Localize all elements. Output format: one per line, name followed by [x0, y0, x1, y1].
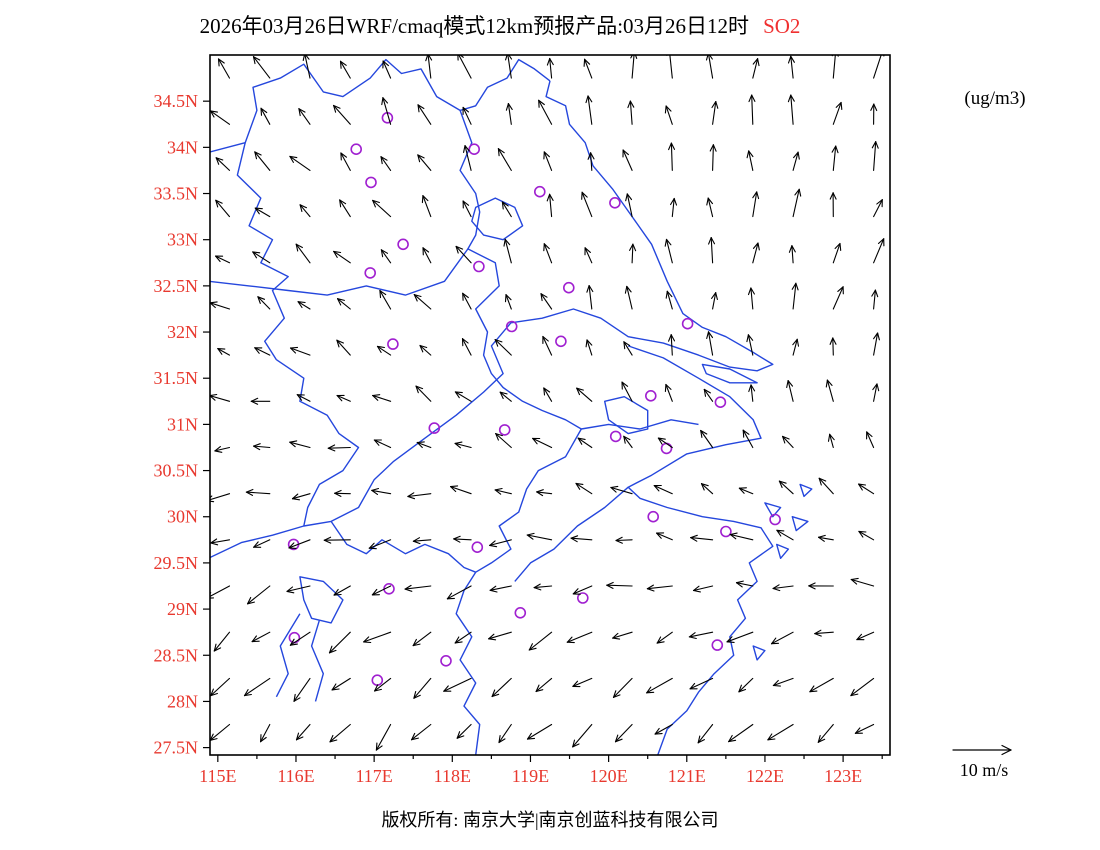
- map-frame: [209, 54, 891, 756]
- station-circle: [471, 541, 484, 554]
- station-circle: [609, 430, 622, 443]
- zhejiang-coast: [627, 345, 774, 755]
- wind-scale-label: 10 m/s: [959, 760, 1009, 780]
- chongming-island: [701, 363, 758, 384]
- y-axis-label: 28N: [167, 691, 198, 711]
- station-circle: [660, 442, 673, 455]
- huai-river: [210, 248, 469, 296]
- zhoushan-island-3: [776, 543, 790, 559]
- y-axis-label: 32N: [167, 322, 198, 342]
- zhoushan-island-4: [799, 483, 813, 498]
- station-circle: [364, 267, 377, 279]
- station-circle: [468, 143, 481, 155]
- jiangxi-river-1: [310, 619, 324, 702]
- poyang-lake: [299, 576, 344, 624]
- x-axis-label: 116E: [277, 766, 314, 786]
- wind-scale-arrow: [952, 744, 1012, 756]
- qiantang-river: [514, 486, 629, 582]
- station-circle: [533, 185, 546, 198]
- station-circle: [397, 238, 409, 251]
- station-circle: [555, 335, 567, 348]
- station-markers: [287, 112, 781, 687]
- shandong-border: [210, 58, 551, 153]
- station-circle: [350, 143, 363, 155]
- station-circle: [714, 396, 727, 409]
- x-axis-label: 119E: [512, 766, 549, 786]
- station-circle: [514, 606, 527, 619]
- x-axis-label: 122E: [746, 766, 784, 786]
- island-taizhou: [752, 645, 766, 661]
- page-title: 2026年03月26日WRF/cmaq模式12km预报产品:03月26日12时 S…: [0, 10, 1000, 40]
- unit-label: (ug/m3): [964, 88, 1026, 109]
- x-axis-label: 118E: [434, 766, 471, 786]
- station-circle: [681, 317, 694, 330]
- y-axis-label: 33.5N: [154, 184, 199, 204]
- jiangxi-river-2: [275, 613, 301, 698]
- henan-anhui-border: [236, 142, 289, 361]
- y-axis-label: 27.5N: [154, 738, 199, 758]
- station-circle: [647, 510, 660, 523]
- x-axis-label: 123E: [824, 766, 862, 786]
- y-axis-label: 34N: [167, 137, 198, 157]
- station-circle: [720, 525, 732, 538]
- station-circle: [644, 389, 657, 402]
- station-circle: [365, 176, 377, 189]
- station-circle: [562, 281, 575, 294]
- x-axis-label: 121E: [668, 766, 706, 786]
- station-circle: [473, 260, 485, 273]
- y-axis-label: 29.5N: [154, 553, 199, 573]
- jiangsu-anhui-border: [459, 110, 582, 430]
- station-circle: [505, 320, 518, 333]
- y-axis-label: 30N: [167, 507, 198, 527]
- anhui-zhejiang-border: [463, 428, 582, 591]
- title-text: 2026年03月26日WRF/cmaq模式12km预报产品:03月26日12时: [199, 14, 750, 38]
- station-circle: [288, 631, 301, 644]
- jiangsu-coast-yangtze: [210, 80, 774, 559]
- station-circle: [440, 654, 452, 667]
- y-axis-label: 28.5N: [154, 645, 199, 665]
- copyright-text: 版权所有: 南京大学|南京创蓝科技有限公司: [381, 810, 719, 830]
- y-axis-label: 32.5N: [154, 276, 199, 296]
- y-axis-label: 30.5N: [154, 461, 199, 481]
- hongze-lake: [471, 197, 524, 241]
- station-circle: [576, 592, 589, 604]
- station-circle: [387, 338, 399, 350]
- x-axis-label: 117E: [355, 766, 392, 786]
- y-axis-label: 33N: [167, 230, 198, 250]
- zhoushan-island-2: [791, 516, 809, 532]
- station-circle: [711, 639, 724, 651]
- wind-vectors: [210, 55, 885, 751]
- zhejiang-jiangxi-border: [455, 590, 481, 755]
- station-circle: [498, 424, 511, 436]
- station-circle: [428, 422, 441, 434]
- title-species-label: SO2: [763, 14, 801, 38]
- x-axis-label: 120E: [590, 766, 628, 786]
- station-circle: [769, 513, 781, 526]
- axis-tick-labels: 115E 116E 117E 118E 119E 120E 121E 122E 123E 34.5…: [154, 91, 863, 786]
- axis-ticks: [203, 100, 883, 762]
- x-axis-label: 115E: [199, 766, 236, 786]
- y-axis-label: 31N: [167, 414, 198, 434]
- station-circle: [609, 197, 621, 209]
- y-axis-label: 34.5N: [154, 91, 199, 111]
- jiangsu-zhejiang-border: [581, 419, 699, 430]
- y-axis-label: 31.5N: [154, 368, 199, 388]
- taihu-lake: [604, 396, 649, 435]
- y-axis-label: 29N: [167, 599, 198, 619]
- station-circle: [371, 674, 384, 687]
- zhoushan-island-1: [764, 502, 782, 518]
- boundary-lines: [210, 58, 813, 755]
- hubei-anhui-border: [276, 359, 360, 527]
- anhui-jiangxi-border: [330, 521, 476, 573]
